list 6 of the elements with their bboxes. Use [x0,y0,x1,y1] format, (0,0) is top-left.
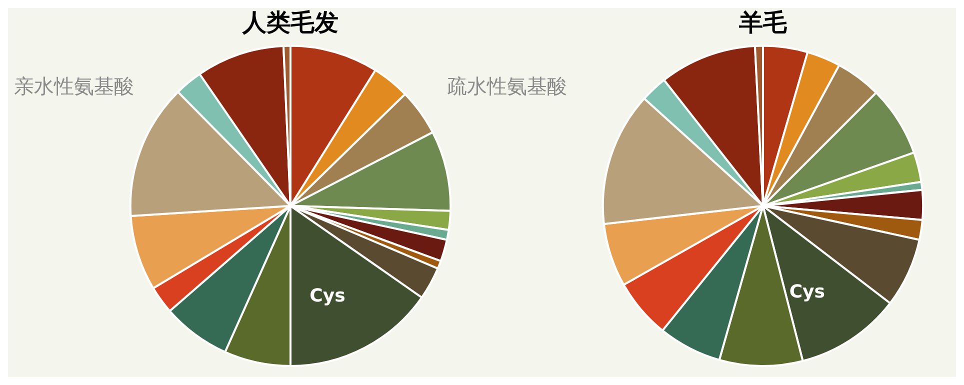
slice-label: Cys [310,286,346,307]
slice-label: Cys [789,281,825,302]
chart-title: 羊毛 [738,8,788,37]
chart-title: 人类毛发 [242,8,338,37]
text: 亲水性氨基酸 [14,74,134,98]
text: 疏水性氨基酸 [447,74,567,98]
